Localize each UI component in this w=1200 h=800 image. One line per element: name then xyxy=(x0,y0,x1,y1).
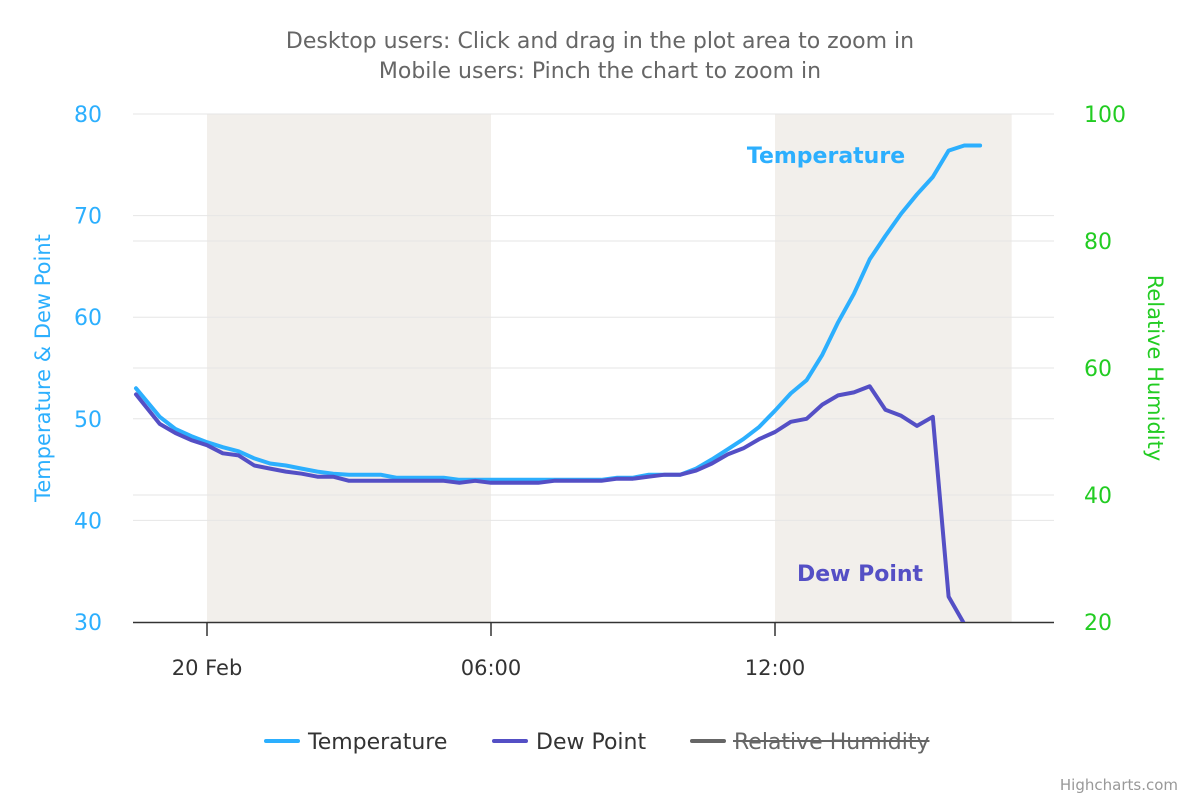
y-axis-left-tick-label: 40 xyxy=(74,509,102,534)
legend-label-relative-humidity: Relative Humidity xyxy=(734,730,929,755)
y-axis-right-tick-label: 20 xyxy=(1084,611,1112,636)
x-axis-tick-label: 12:00 xyxy=(745,656,806,680)
y-axis-left-tick-label: 30 xyxy=(74,611,102,636)
y-axis-left-tick-label: 80 xyxy=(74,103,102,128)
y-axis-right-tick-label: 40 xyxy=(1084,484,1112,509)
y-axis-right-ticks: 20 40 60 80 100 xyxy=(1084,103,1126,636)
x-axis: 20 Feb 06:00 12:00 xyxy=(133,621,1054,680)
credits-link[interactable]: Highcharts.com xyxy=(1060,776,1178,794)
y-axis-right-title: Relative Humidity xyxy=(1143,275,1167,462)
y-axis-left-title: Temperature & Dew Point xyxy=(31,234,55,503)
legend-label-temperature: Temperature xyxy=(307,730,447,755)
legend-item-temperature[interactable]: Temperature xyxy=(264,730,447,755)
temperature-series-label: Temperature xyxy=(747,144,905,169)
y-axis-right-tick-label: 80 xyxy=(1084,230,1112,255)
legend-item-dew-point[interactable]: Dew Point xyxy=(492,730,646,755)
y-axis-right-tick-label: 60 xyxy=(1084,357,1112,382)
x-axis-tick-label: 20 Feb xyxy=(172,656,243,680)
chart-subtitle-line-2: Mobile users: Pinch the chart to zoom in xyxy=(379,59,821,84)
y-axis-right-tick-label: 100 xyxy=(1084,103,1126,128)
series-lines[interactable] xyxy=(134,143,983,625)
y-axis-left-tick-label: 70 xyxy=(74,205,102,230)
y-axis-left-tick-label: 50 xyxy=(74,408,102,433)
chart-subtitle-line-1: Desktop users: Click and drag in the plo… xyxy=(286,29,914,54)
y-axis-left-ticks: 30 40 50 60 70 80 xyxy=(74,103,102,636)
legend-item-relative-humidity[interactable]: Relative Humidity xyxy=(690,730,930,755)
legend-label-dew-point: Dew Point xyxy=(536,730,646,755)
dew-point-series-label: Dew Point xyxy=(797,562,924,587)
dew-point-line[interactable] xyxy=(134,384,966,624)
legend: Temperature Dew Point Relative Humidity xyxy=(264,730,930,755)
y-axis-left-tick-label: 60 xyxy=(74,306,102,331)
x-axis-tick-label: 06:00 xyxy=(461,656,522,680)
